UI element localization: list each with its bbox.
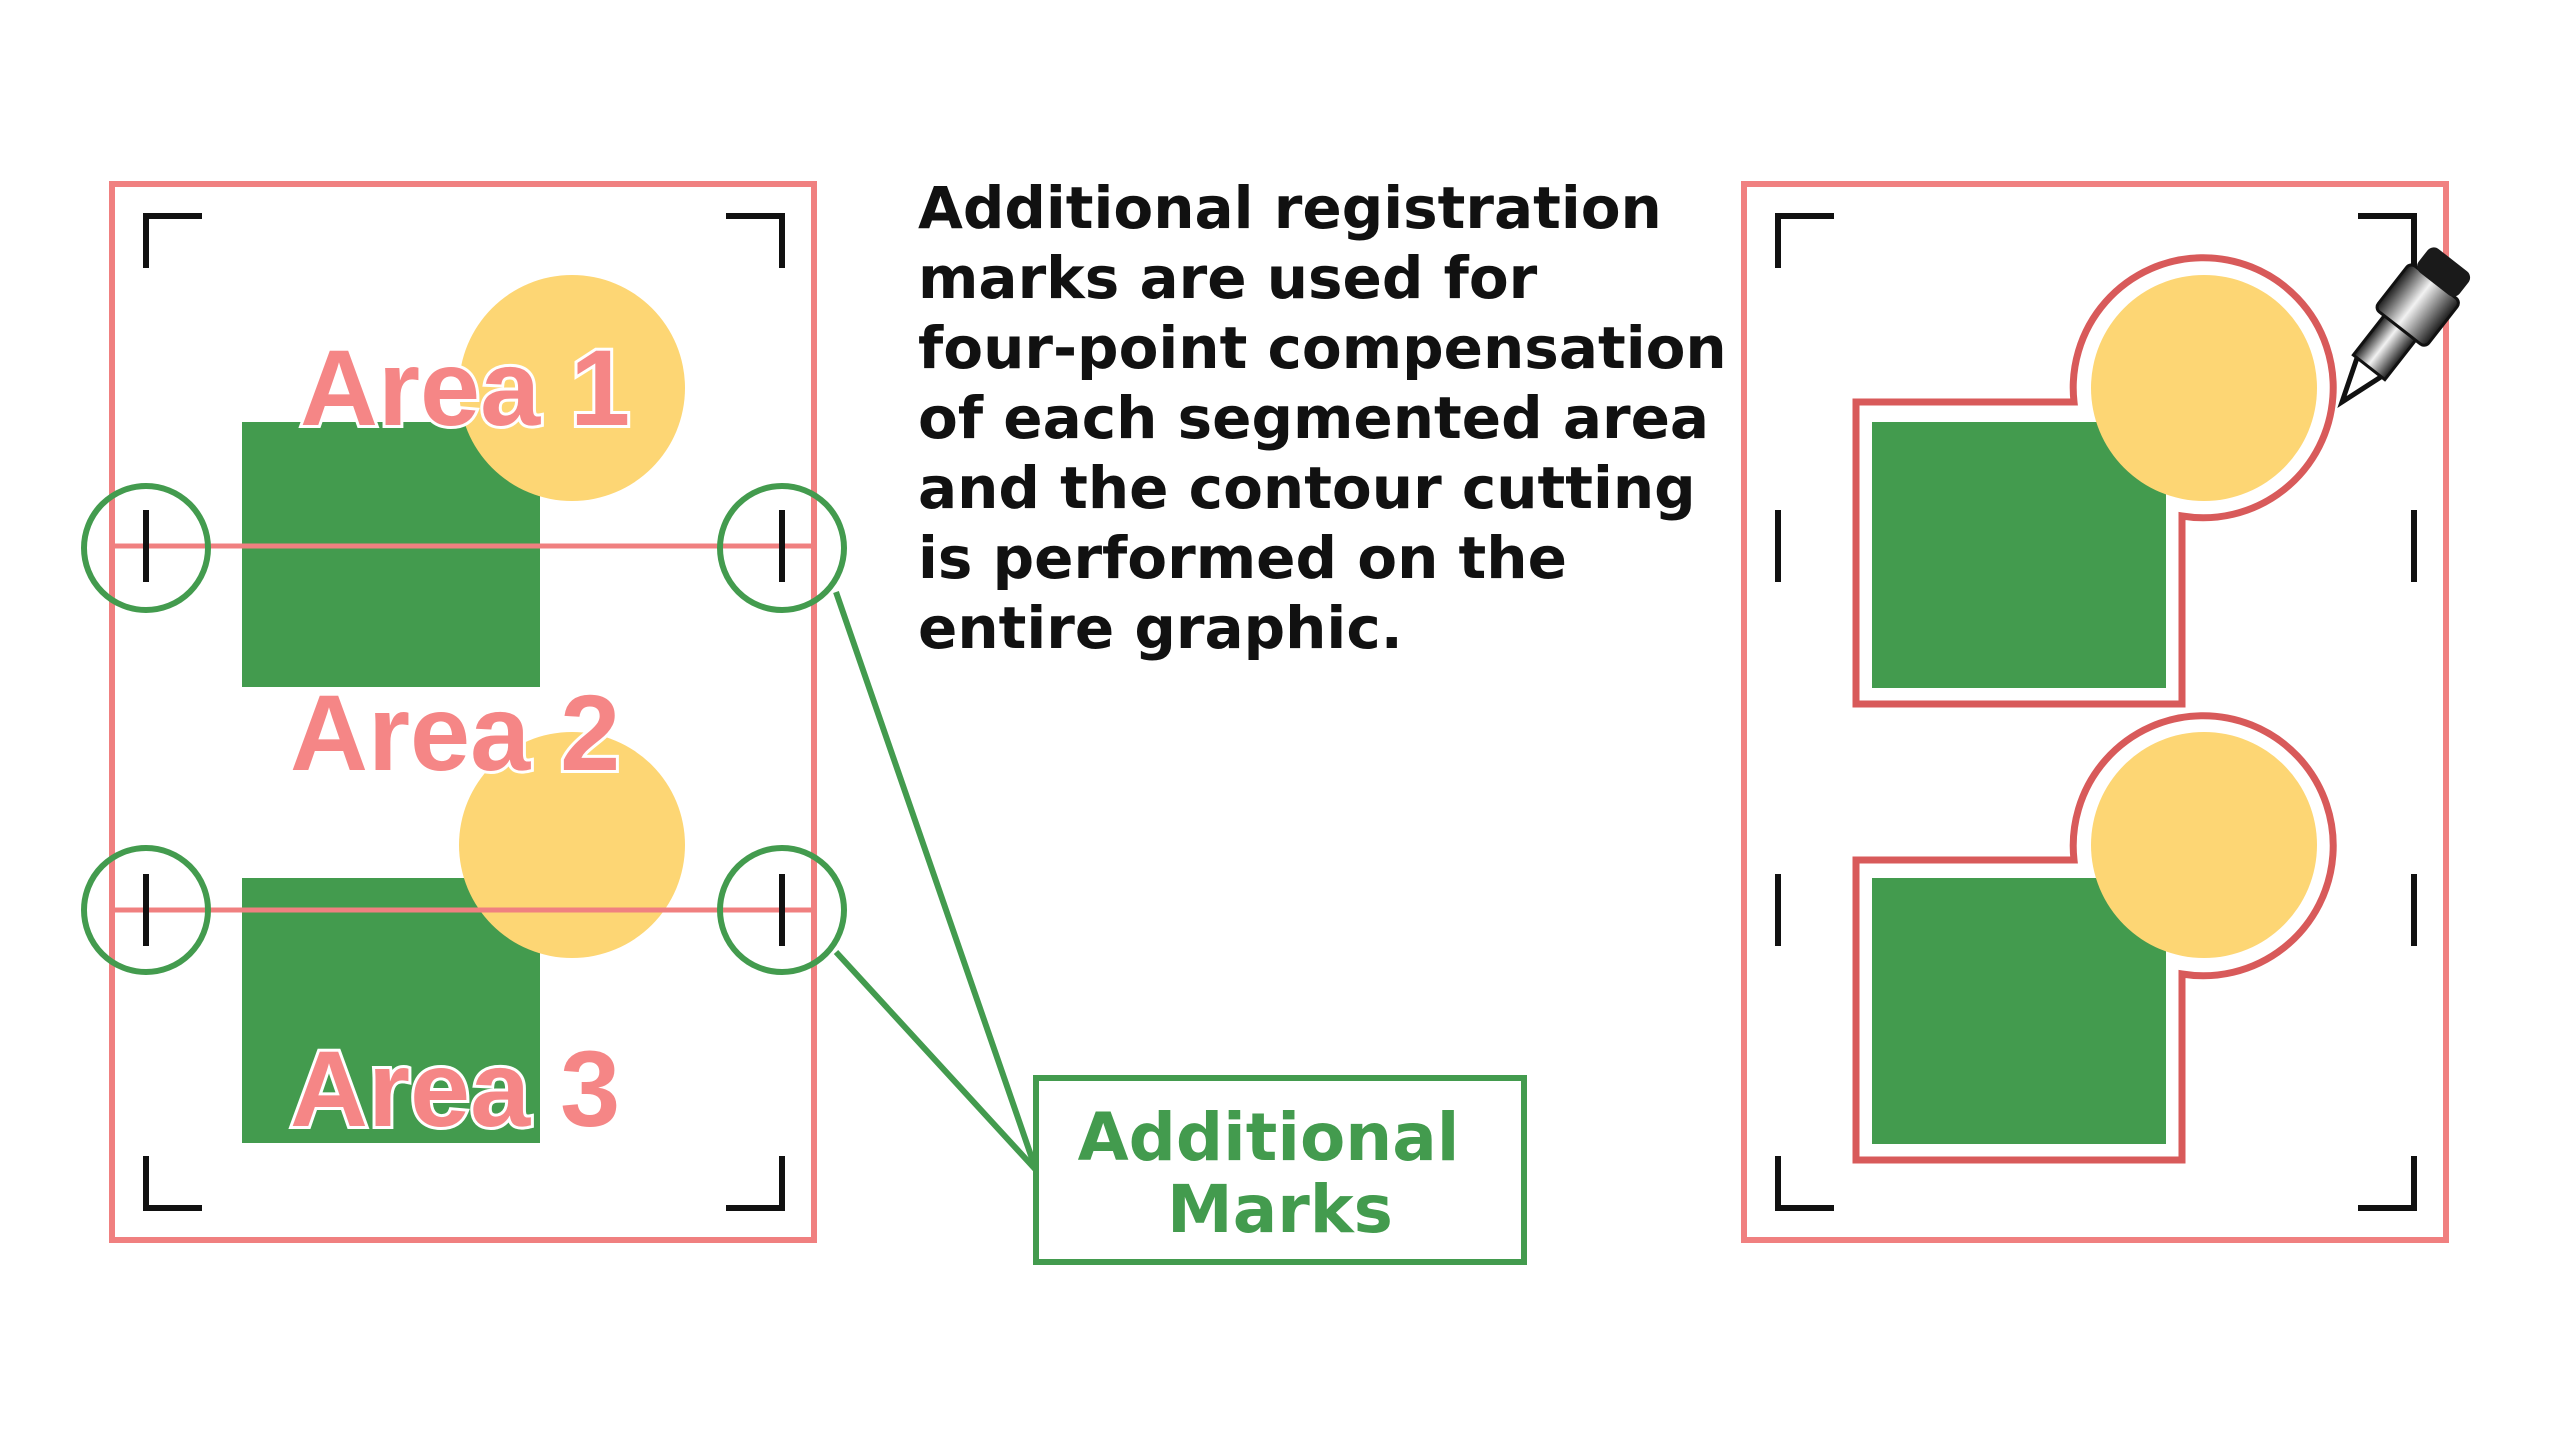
- bottom-graphic-square: [1872, 878, 2166, 1144]
- left-corner-marks: [143, 213, 785, 1211]
- callout-label: Additional Marks: [1078, 1099, 1483, 1248]
- corner-mark-bottom-right: [726, 1156, 785, 1211]
- highlight-circle-3: [81, 845, 211, 975]
- corner-mark-bottom-right: [2358, 1156, 2417, 1211]
- area-2-circle: [459, 732, 685, 958]
- highlight-circle-2: [717, 483, 847, 613]
- left-panel: Area 1 Area 2 Area 3: [81, 181, 847, 1243]
- description-line-2: marks are used for: [918, 244, 1538, 312]
- area-2-label: Area 2: [290, 672, 620, 793]
- corner-mark-top-left: [1775, 213, 1834, 268]
- callout-leader-2: [833, 949, 1039, 1173]
- callout-leader-1: [833, 591, 1039, 1171]
- area-1-label: Area 1: [300, 327, 630, 448]
- additional-marks-callout: Additional Marks: [833, 591, 1527, 1265]
- callout-line-2: Marks: [1167, 1171, 1393, 1248]
- highlight-circle-1: [81, 483, 211, 613]
- corner-mark-top-left: [143, 213, 202, 268]
- bottom-graphic-circle: [2091, 732, 2317, 958]
- right-panel: [1741, 181, 2471, 1243]
- area-1-circle: [459, 275, 685, 501]
- description-line-6: is performed on the: [918, 524, 1567, 592]
- description-line-3: four-point compensation: [918, 314, 1727, 382]
- top-graphic-square: [1872, 422, 2166, 688]
- corner-mark-bottom-left: [1775, 1156, 1834, 1211]
- callout-line-1: Additional: [1078, 1099, 1460, 1176]
- description-line-5: and the contour cutting: [918, 454, 1696, 522]
- highlight-circle-4: [717, 845, 847, 975]
- corner-mark-top-right: [2358, 213, 2417, 268]
- area-1-square: [242, 422, 540, 687]
- corner-mark-top-right: [726, 213, 785, 268]
- right-corner-marks: [1775, 213, 2417, 1211]
- area-3-label: Area 3: [290, 1028, 620, 1149]
- contour-cut-line-1: [1852, 254, 2337, 708]
- top-graphic-circle: [2091, 275, 2317, 501]
- corner-mark-bottom-left: [143, 1156, 202, 1211]
- left-media-frame: [109, 181, 817, 1243]
- additional-marks: [81, 483, 847, 975]
- blade-icon: [2337, 247, 2471, 408]
- description-line-1: Additional registration: [918, 174, 1662, 242]
- blade-holder-cap: [2417, 247, 2471, 297]
- description-line-7: entire graphic.: [918, 594, 1403, 662]
- contour-cut-line-2: [1852, 712, 2337, 1164]
- right-side-marks: [1775, 510, 2417, 946]
- right-media-frame: [1741, 181, 2449, 1243]
- description-text: Additional registration marks are used f…: [918, 174, 1747, 662]
- callout-box: [1033, 1075, 1527, 1265]
- description-line-4: of each segmented area: [918, 384, 1709, 452]
